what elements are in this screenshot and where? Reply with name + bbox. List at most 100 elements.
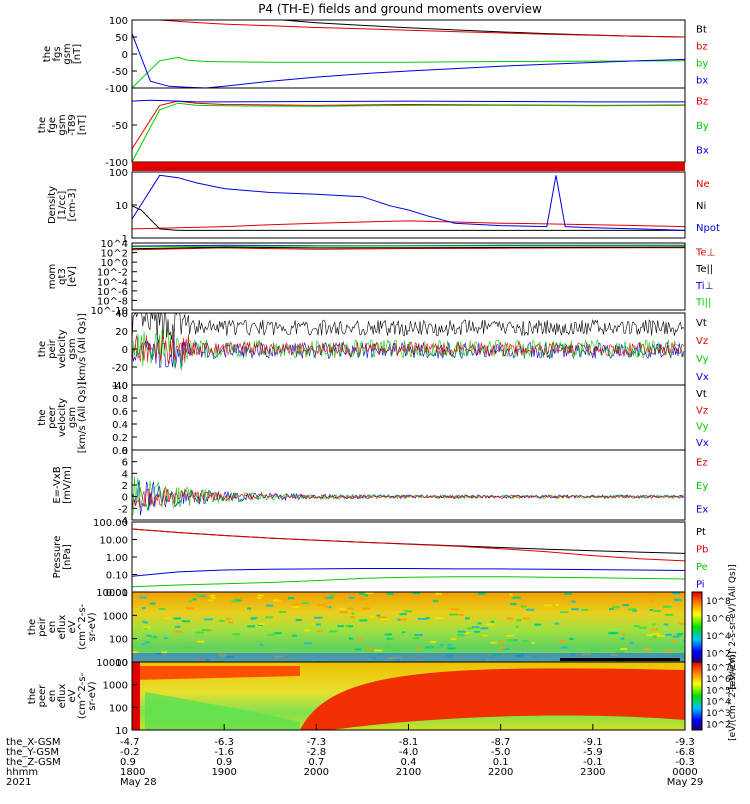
y-axis-label-line: Density <box>47 186 58 224</box>
spectrogram-low-band <box>132 653 685 662</box>
panel-density: 100 10 1 Density [1/cc] [cm-3] Ne Ni Npot <box>47 168 720 245</box>
x-axis-row-label: hhmm <box>6 767 38 778</box>
spectrogram-pixel <box>324 596 333 599</box>
spectrogram-pixel <box>649 609 653 612</box>
spectrogram-pixel <box>447 647 456 650</box>
y-tick-label: 20 <box>115 327 128 338</box>
x-tick-label: 0000 <box>672 767 697 778</box>
spectrogram-fill <box>132 592 685 662</box>
y-tick-label: 1000 <box>103 611 128 622</box>
spectrogram-edge <box>132 662 140 730</box>
y-tick-label: 50 <box>115 33 128 44</box>
y-tick-label: -50 <box>112 121 128 132</box>
spectrogram-pixel <box>458 613 464 616</box>
y-tick-label: 10.00 <box>99 536 128 547</box>
spectrogram-pixel <box>185 607 195 610</box>
colorbar-tick-label: 10^2 <box>706 720 731 730</box>
spectrogram-pixel <box>676 633 684 636</box>
spectrogram-pixel <box>188 600 193 603</box>
colorbar-tick-label: 10^2 <box>706 649 731 659</box>
y-axis-label-line: [eV] <box>67 266 78 287</box>
spectrogram-pixel <box>571 608 579 611</box>
legend-entry: Vx <box>696 372 709 383</box>
spectrogram-pixel <box>219 619 225 622</box>
y-axis-label-line: [km/s (All Qs)] <box>77 382 88 454</box>
spectrogram-pixel <box>563 646 568 649</box>
series-line-npot <box>132 174 685 231</box>
x-tick-label: -4.0 <box>399 747 419 758</box>
series-line-vz <box>132 333 685 365</box>
legend-entry: Pi <box>696 579 705 590</box>
y-tick-label: -4 <box>118 516 128 527</box>
spectrogram-pixel <box>316 603 326 606</box>
spectrogram-pixel <box>247 607 252 610</box>
panel-plot-area <box>132 528 685 588</box>
spectrogram-pixel <box>317 630 323 633</box>
y-tick-label: 10^0 <box>101 258 128 269</box>
series-line-bz <box>132 100 685 150</box>
x-tick-label: 2200 <box>488 767 513 778</box>
legend-entry: Pe <box>696 562 708 573</box>
spectrogram-pixel <box>257 597 262 600</box>
spectrogram-pixel <box>449 613 458 616</box>
spectrogram-pixel <box>672 635 679 638</box>
y-tick-label: 0 <box>122 493 128 504</box>
spectrogram-pixel <box>639 626 647 629</box>
y-axis-label-line: [mV/m] <box>62 466 73 504</box>
x-tick-label: May 29 <box>667 777 704 788</box>
spectrogram-pixel <box>196 640 205 643</box>
y-axis-label: the peir velocity gsm [km/s (All Qs)] <box>37 313 88 385</box>
spectrogram-pixel <box>374 649 383 652</box>
spectrogram-pixel <box>228 621 234 624</box>
spectrogram-pixel <box>490 620 495 623</box>
legend-entry: Ey <box>696 481 708 492</box>
spectrogram-pixel <box>632 609 637 612</box>
x-axis-row-label: the_Z-GSM <box>6 757 61 768</box>
spectrogram-pixel <box>609 608 614 611</box>
spectrogram-pixel <box>544 604 553 607</box>
spectrogram-pixel <box>139 596 148 599</box>
spectrogram-pixel <box>362 607 371 610</box>
spectrogram-pixel <box>664 613 674 616</box>
spectrogram-pixel <box>561 646 565 649</box>
colorbar-label: [eV/(cm^2-s-sr-eV) (All Qs)] <box>728 564 738 689</box>
y-tick-label: 0.0 <box>112 446 128 457</box>
spectrogram-pixel <box>339 611 348 614</box>
spectrogram-pixel <box>181 620 191 623</box>
panel-plot-area <box>132 99 685 162</box>
y-axis-label: the peir en eflux eV (cm^2-s-sr-eV) <box>27 603 98 650</box>
y-axis-label-line: Pressure <box>52 536 63 579</box>
legend-entry: Ni <box>696 201 706 212</box>
spectrogram-pixel <box>506 634 514 637</box>
spectrogram-pixel <box>209 594 215 597</box>
spectrogram-pixel <box>164 617 170 620</box>
y-tick-label: 10^-8 <box>97 296 128 307</box>
legend-entry: Te|| <box>695 264 713 275</box>
colorbar-tick-label: 10^6 <box>706 675 731 685</box>
y-tick-label: 10^-2 <box>97 268 128 279</box>
y-tick-label: 0.10 <box>106 571 128 582</box>
y-axis-label-line: gsm <box>57 114 68 135</box>
legend-entry: Bx <box>696 146 709 157</box>
spectrogram-pixel <box>143 626 151 629</box>
x-tick-label: -0.3 <box>675 757 695 768</box>
spectrogram-pixel <box>386 645 391 648</box>
x-tick-label: -0.1 <box>583 757 603 768</box>
y-axis-label: the peer velocity gsm [km/s (All Qs)] <box>37 382 88 454</box>
spectrogram-pixel <box>522 639 530 642</box>
spectrogram-pixel <box>329 594 335 597</box>
spectrogram-pixel <box>485 623 495 626</box>
x-tick-label: -0.2 <box>120 747 140 758</box>
y-axis-label-line: gsm <box>67 407 78 428</box>
spectrogram-pixel <box>350 616 355 619</box>
spectrogram-pixel <box>303 642 312 645</box>
spectrogram-pixel <box>425 646 434 649</box>
series-line-pb <box>132 528 685 562</box>
spectrogram-pixel <box>683 639 685 642</box>
series-line-pe <box>132 576 685 588</box>
y-tick-label: 8 <box>122 446 128 457</box>
spectrogram-pixel <box>201 629 211 632</box>
y-axis-label-line: the <box>27 688 38 704</box>
spectrogram-pixel <box>376 614 380 617</box>
spectrogram-pixel <box>400 618 407 621</box>
